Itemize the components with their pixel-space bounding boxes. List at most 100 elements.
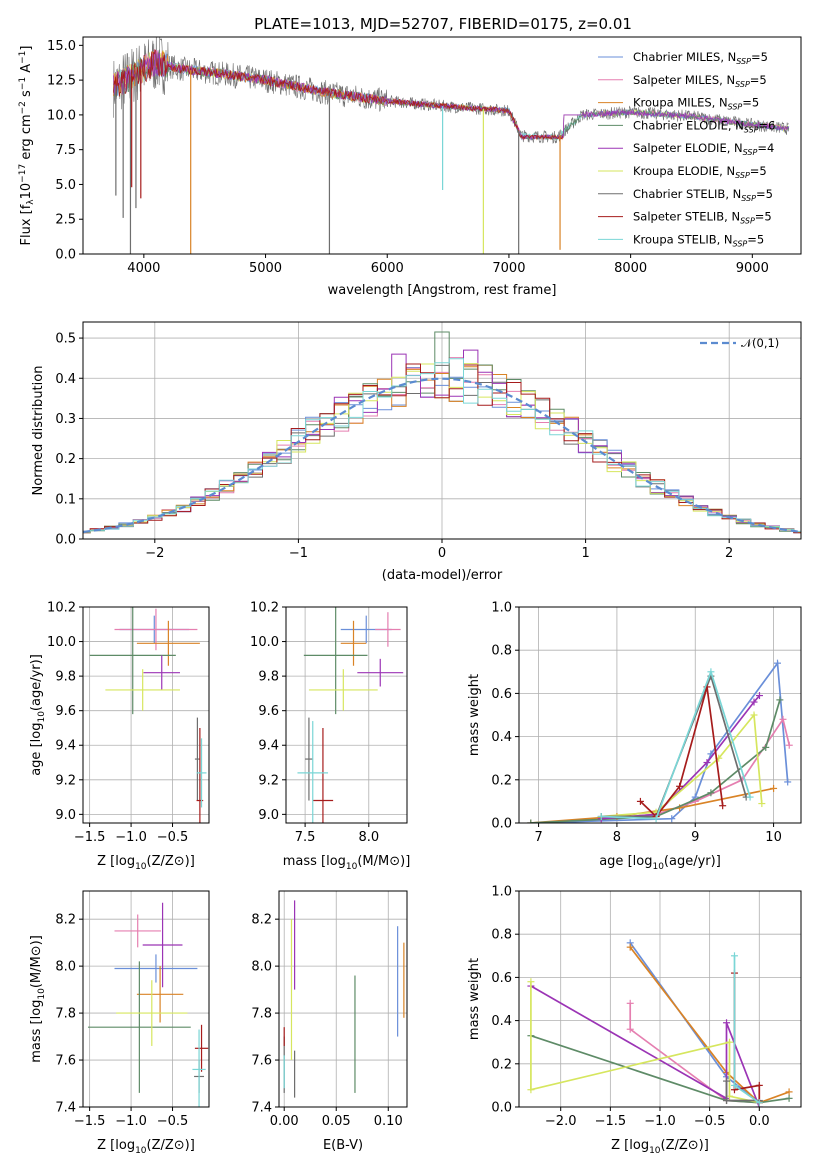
y-tick-label: 9.4 (258, 739, 279, 754)
x-tick-label: 5000 (249, 261, 282, 276)
x-tick-label: −2 (145, 546, 164, 561)
axes-frame (518, 890, 802, 1108)
x-tick-label: −1.0 (644, 1114, 676, 1129)
x-axis-label: Z [log10(Z/Z⊙)] (97, 1138, 195, 1156)
y-axis-label: Normed distribution (31, 366, 46, 496)
y-tick-label: 9.2 (258, 773, 279, 788)
histogram-series (83, 363, 801, 534)
y-tick-label: 9.0 (258, 808, 279, 823)
spectrum-series-line (113, 48, 564, 140)
x-tick-label: 7000 (492, 261, 525, 276)
legend-entry: 𝒩(0,1) (741, 336, 779, 350)
y-axis-label: age [log10(age/yr)] (29, 654, 47, 776)
normal-reference-curve (83, 377, 801, 534)
axes-frame (82, 321, 802, 540)
x-tick-label: 2 (725, 546, 733, 561)
y-tick-label: 0.4 (491, 1014, 512, 1029)
x-tick-label: 7.5 (295, 830, 316, 845)
legend-entry: Salpeter ELODIE, NSSP=4 (633, 141, 774, 157)
y-tick-label: 0.0 (55, 248, 76, 263)
legend-entry: Kroupa STELIB, NSSP=5 (633, 232, 764, 248)
age-vs-Z-panel: −1.5 −1.0 −0.5 9.0 9.2 9.4 9.6 9.8 10.0 10.2 Z [lo… (29, 601, 210, 872)
error-bars (89, 607, 207, 823)
y-tick-label: 0.2 (491, 1057, 512, 1072)
x-tick-label: −1.5 (74, 830, 106, 845)
error-bars (297, 607, 404, 823)
mass-vs-Z-panel: −1.5 −1.0 −0.5 7.4 7.6 7.8 8.0 8.2 Z [log10(Z/Z⊙… (29, 890, 210, 1156)
weight-series-line (530, 1034, 790, 1104)
legend-entry: Kroupa ELODIE, NSSP=5 (633, 164, 767, 180)
massweight-vs-Z-panel: −2.0 −1.5 −1.0 −0.5 0.0 0.0 0.2 0.4 0.6 0.8 1.0 Z [… (467, 885, 802, 1156)
y-tick-label: 9.8 (258, 670, 279, 685)
x-axis-label: age [log10(age/yr)] (599, 854, 721, 872)
weight-series-line (601, 669, 751, 820)
legend-entry: Chabrier MILES, NSSP=5 (633, 50, 768, 66)
weight-series-line (733, 955, 760, 1104)
y-tick-label: 0.0 (55, 533, 76, 548)
x-tick-label: −0.5 (157, 1114, 189, 1129)
x-axis-label: (data-model)/error (382, 568, 503, 583)
residuals-panel: −2 −1 0 1 2 0.0 0.1 0.2 0.3 0.4 0.5 𝒩(0,1) (data-mod… (31, 321, 802, 583)
y-tick-label: 0.0 (491, 817, 512, 832)
y-tick-label: 7.5 (55, 143, 76, 158)
x-tick-label: 6000 (371, 261, 404, 276)
weight-series-line (601, 695, 761, 820)
y-tick-label: 0.8 (491, 644, 512, 659)
error-bars (87, 902, 209, 1107)
axes-frame (82, 890, 210, 1108)
age-vs-mass-panel: 7.5 8.0 9.0 9.2 9.4 9.6 9.8 10.0 10.2 mass [log10… (250, 601, 411, 873)
y-tick-label: 8.2 (251, 913, 272, 928)
x-axis-label: mass [log10(M/M⊙)] (283, 854, 411, 872)
y-tick-label: 12.5 (47, 74, 76, 89)
legend-entry: Salpeter MILES, NSSP=5 (633, 73, 767, 89)
axes-frame (82, 606, 210, 824)
weight-series-line (530, 985, 761, 1107)
axes-frame (285, 606, 408, 824)
spectrum-panel: 4000 5000 6000 7000 8000 9000 0.0 2.5 5.0 7.5 10.0… (18, 36, 802, 298)
x-tick-label: 0.05 (322, 1114, 351, 1129)
y-tick-label: 9.6 (258, 704, 279, 719)
y-tick-label: 0.8 (491, 928, 512, 943)
y-tick-label: 0.1 (55, 492, 76, 507)
y-tick-label: 1.0 (491, 885, 512, 900)
x-tick-label: −0.5 (157, 830, 189, 845)
x-tick-label: −1.0 (115, 1114, 147, 1129)
y-tick-label: 15.0 (47, 39, 76, 54)
x-tick-label: −2.0 (545, 1114, 577, 1129)
y-tick-label: 8.0 (55, 960, 76, 975)
legend-entry: Salpeter STELIB, NSSP=5 (633, 210, 772, 226)
y-tick-label: 0.6 (491, 971, 512, 986)
legend-entry: Kroupa MILES, NSSP=5 (633, 96, 759, 112)
y-tick-label: 10.0 (47, 635, 76, 650)
y-tick-label: 9.2 (55, 773, 76, 788)
y-tick-label: 7.6 (251, 1054, 272, 1069)
y-tick-label: 9.0 (55, 808, 76, 823)
y-tick-label: 10.2 (47, 601, 76, 616)
x-tick-label: 10 (765, 830, 782, 845)
y-tick-label: 0.2 (55, 452, 76, 467)
y-tick-label: 2.5 (55, 213, 76, 228)
y-tick-label: 8.2 (55, 913, 76, 928)
x-axis-label: wavelength [Angstrom, rest frame] (328, 283, 557, 298)
x-axis-label: E(B-V) (323, 1138, 363, 1153)
y-tick-label: 8.0 (251, 960, 272, 975)
y-axis-label: Flux [fλ10−17 erg cm−2 s−1 A−1] (18, 46, 36, 246)
y-tick-label: 7.8 (251, 1007, 272, 1022)
y-axis-label: mass [log10(M/M⊙)] (29, 935, 47, 1063)
histograms (83, 331, 801, 534)
y-tick-label: 1.0 (491, 601, 512, 616)
y-tick-label: 5.0 (55, 178, 76, 193)
weight-series-line (530, 699, 781, 823)
x-tick-label: 9 (691, 830, 699, 845)
axes-frame (518, 606, 802, 824)
x-tick-label: 0.0 (749, 1114, 770, 1129)
y-tick-label: 7.4 (251, 1101, 272, 1116)
massweight-vs-age-panel: 7 8 9 10 0.0 0.2 0.4 0.6 0.8 1.0 age [log10(age/yr… (467, 601, 802, 872)
error-bars (283, 900, 405, 1098)
x-tick-label: 8000 (614, 261, 647, 276)
y-tick-label: 10.2 (250, 601, 279, 616)
weight-series-line (530, 660, 789, 823)
axes-frame (82, 36, 802, 255)
y-tick-label: 0.4 (491, 730, 512, 745)
